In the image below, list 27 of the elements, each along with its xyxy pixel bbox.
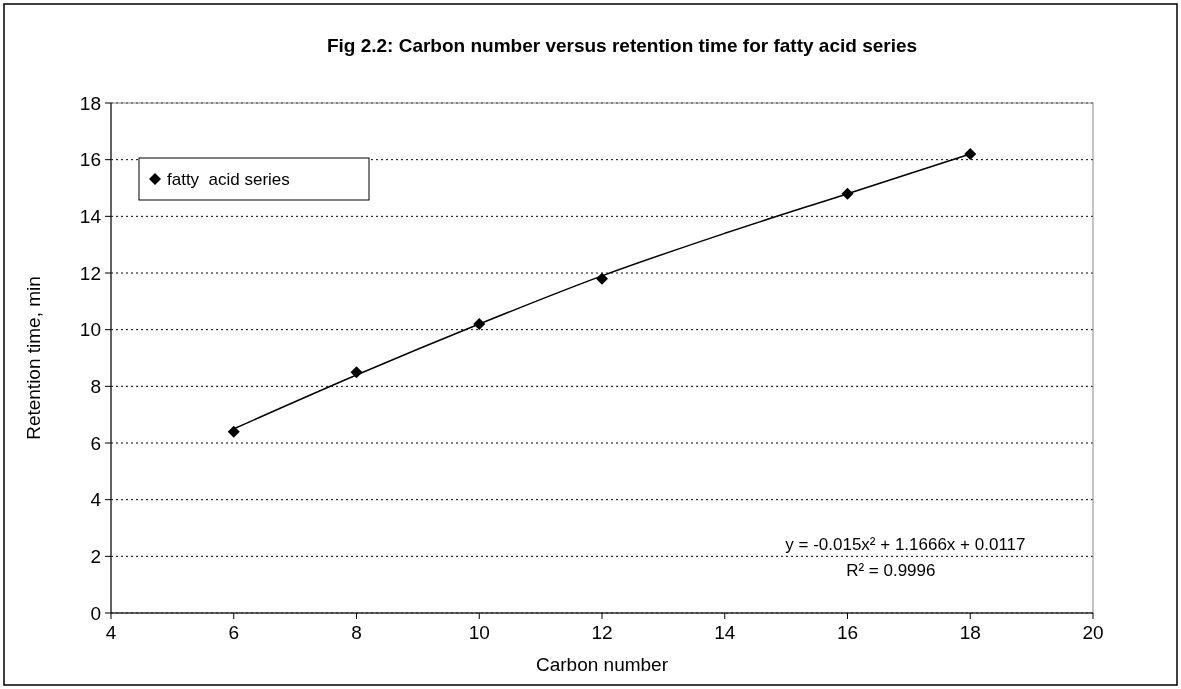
y-tick-label: 0 bbox=[90, 602, 101, 624]
x-tick-label: 4 bbox=[105, 622, 117, 643]
y-axis-title: Retention time, min bbox=[23, 276, 44, 440]
x-tick-label: 10 bbox=[468, 622, 490, 643]
y-tick-label: 16 bbox=[79, 149, 101, 171]
x-axis-title: Carbon number bbox=[535, 654, 669, 675]
y-tick-label: 8 bbox=[90, 375, 101, 397]
point bbox=[227, 425, 240, 438]
x-tick-label: 16 bbox=[836, 622, 859, 643]
y-tick-label: 6 bbox=[90, 432, 101, 454]
x-tick-label: 18 bbox=[959, 622, 981, 643]
y-tick-label: 10 bbox=[79, 319, 101, 341]
x-tick-label: 20 bbox=[1082, 622, 1104, 643]
y-tick-label: 18 bbox=[79, 92, 101, 114]
y-tick-label: 12 bbox=[79, 262, 101, 284]
annotation: R² = 0.9996 bbox=[846, 561, 936, 581]
x-tick-label: 12 bbox=[591, 622, 613, 643]
x-tick-label: 14 bbox=[714, 622, 736, 643]
x-tick-label: 6 bbox=[228, 622, 240, 643]
point bbox=[964, 148, 977, 160]
chart-title: Fig 2.2: Carbon number versus retention time for fatty acid series bbox=[326, 35, 918, 56]
annotation: y = -0.015x² + 1.1666x + 0.0117 bbox=[785, 535, 1026, 555]
x-tick-label: 8 bbox=[351, 622, 362, 643]
y-tick-label: 4 bbox=[90, 489, 102, 511]
y-tick-label: 14 bbox=[79, 205, 102, 227]
y-tick-label: 2 bbox=[90, 545, 101, 567]
legend-label: fatty acid series bbox=[167, 169, 290, 189]
